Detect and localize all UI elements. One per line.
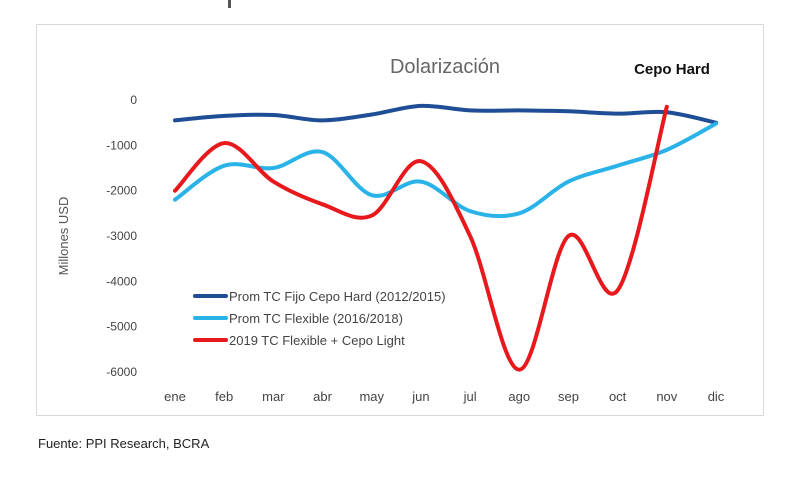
x-tick-label: nov [656, 389, 677, 404]
y-tick-labels: 0 -1000 -2000 -3000 -4000 -5000 -6000 [106, 93, 137, 379]
legend-label: Prom TC Flexible (2016/2018) [229, 311, 403, 326]
x-tick-label: abr [313, 389, 332, 404]
series-line-2019-cepo-light [173, 104, 669, 372]
x-tick-label: feb [215, 389, 233, 404]
x-tick-label: oct [609, 389, 627, 404]
top-edge-mark [228, 0, 231, 8]
legend-label: 2019 TC Flexible + Cepo Light [229, 333, 405, 348]
y-axis-label: Millones USD [56, 197, 71, 276]
y-tick-label: 0 [130, 93, 137, 107]
x-tick-label: jul [463, 389, 477, 404]
x-tick-label: mar [262, 389, 285, 404]
y-tick-label: -1000 [106, 138, 137, 152]
x-tick-labels: ene feb mar abr may jun jul ago sep oct nov dic [164, 389, 725, 404]
cepo-hard-annotation: Cepo Hard [634, 61, 710, 78]
chart-title: Dolarización [390, 56, 500, 78]
x-tick-label: sep [558, 389, 579, 404]
x-tick-label: jun [411, 389, 429, 404]
x-tick-label: may [359, 389, 384, 404]
x-tick-label: ago [508, 389, 530, 404]
legend-entry-flexible-2016-2018: Prom TC Flexible (2016/2018) [193, 311, 403, 326]
x-tick-label: dic [708, 389, 725, 404]
series-lines [173, 103, 718, 372]
y-tick-label: -5000 [106, 320, 137, 334]
series-line-fijo-cepo-hard [173, 103, 718, 125]
source-note: Fuente: PPI Research, BCRA [38, 436, 210, 451]
y-tick-label: -6000 [106, 365, 137, 379]
y-tick-label: -3000 [106, 229, 137, 243]
legend-label: Prom TC Fijo Cepo Hard (2012/2015) [229, 289, 446, 304]
legend: Prom TC Fijo Cepo Hard (2012/2015) Prom T… [193, 289, 446, 348]
series-line-flexible-2016-2018 [173, 121, 718, 219]
y-tick-label: -2000 [106, 184, 137, 198]
legend-entry-2019-cepo-light: 2019 TC Flexible + Cepo Light [193, 333, 405, 348]
legend-entry-fijo-cepo-hard: Prom TC Fijo Cepo Hard (2012/2015) [193, 289, 446, 304]
y-tick-label: -4000 [106, 274, 137, 288]
x-tick-label: ene [164, 389, 186, 404]
